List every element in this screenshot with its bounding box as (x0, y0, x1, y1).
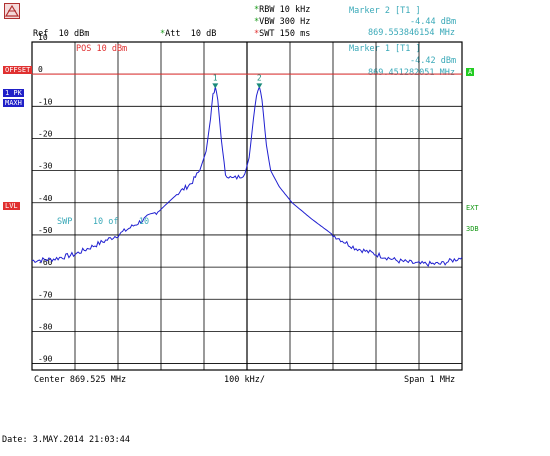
y-tick-label: -20 (38, 129, 53, 138)
sweep-label: SWP 10 of 10 (57, 217, 150, 227)
swt-setting: *SWT 150 ms (254, 29, 311, 39)
y-tick-label: -10 (38, 97, 53, 106)
marker-2-level: -4.44 dBm (410, 17, 457, 27)
marker-1-symbol (212, 83, 219, 89)
center-frequency: Center 869.525 MHz (34, 375, 127, 385)
y-tick-labels: 10 0 -10 -20 -30 -40 -50 -60 -70 -80 -90 (38, 33, 53, 364)
level-badge: LVL (3, 202, 20, 210)
y-tick-label: -90 (38, 355, 53, 364)
marker-1-level: -4.42 dBm (410, 56, 457, 66)
y-tick-label: -80 (38, 322, 53, 331)
rbw-setting: *RBW 10 kHz (254, 5, 311, 15)
marker-1-frequency: 869.451282051 MHz (368, 68, 455, 78)
pos-annotation: POS 10 dBm (76, 44, 128, 54)
span-setting: Span 1 MHz (404, 375, 456, 385)
marker-2-label: 2 (257, 73, 262, 82)
marker-2-title: Marker 2 [T1 ] (349, 6, 421, 16)
marker-1-title: Marker 1 [T1 ] (349, 44, 421, 54)
rs-logo-icon (4, 3, 20, 19)
trace-mode-badge: MAXH (3, 99, 24, 107)
chart-grid (31, 41, 463, 371)
marker-1-label: 1 (213, 73, 218, 82)
y-tick-label: -60 (38, 258, 53, 267)
spectrum-trace (31, 84, 463, 268)
ref-level: Ref 10 dBm (33, 29, 90, 39)
a-badge: A (466, 68, 475, 76)
y-tick-label: -70 (38, 290, 53, 299)
y-tick-label: -50 (38, 226, 53, 235)
trace-1-badge: 1 PK (3, 89, 24, 97)
y-tick-label: -40 (38, 194, 53, 203)
attenuation-setting: *Att 10 dB (160, 29, 217, 39)
marker-2-symbol (256, 83, 263, 89)
y-tick-label: -30 (38, 162, 53, 171)
marker-2-frequency: 869.553846154 MHz (368, 28, 455, 38)
y-tick-label: 10 (38, 33, 48, 42)
3db-label: 3DB (466, 225, 479, 233)
frequency-per-division: 100 kHz/ (224, 375, 265, 385)
y-tick-label: 0 (38, 65, 43, 74)
vbw-setting: *VBW 300 Hz (254, 17, 311, 27)
offset-badge: OFFSET (3, 66, 33, 74)
capture-date: Date: 3.MAY.2014 21:03:44 (2, 435, 130, 445)
ext-label: EXT (466, 204, 479, 212)
